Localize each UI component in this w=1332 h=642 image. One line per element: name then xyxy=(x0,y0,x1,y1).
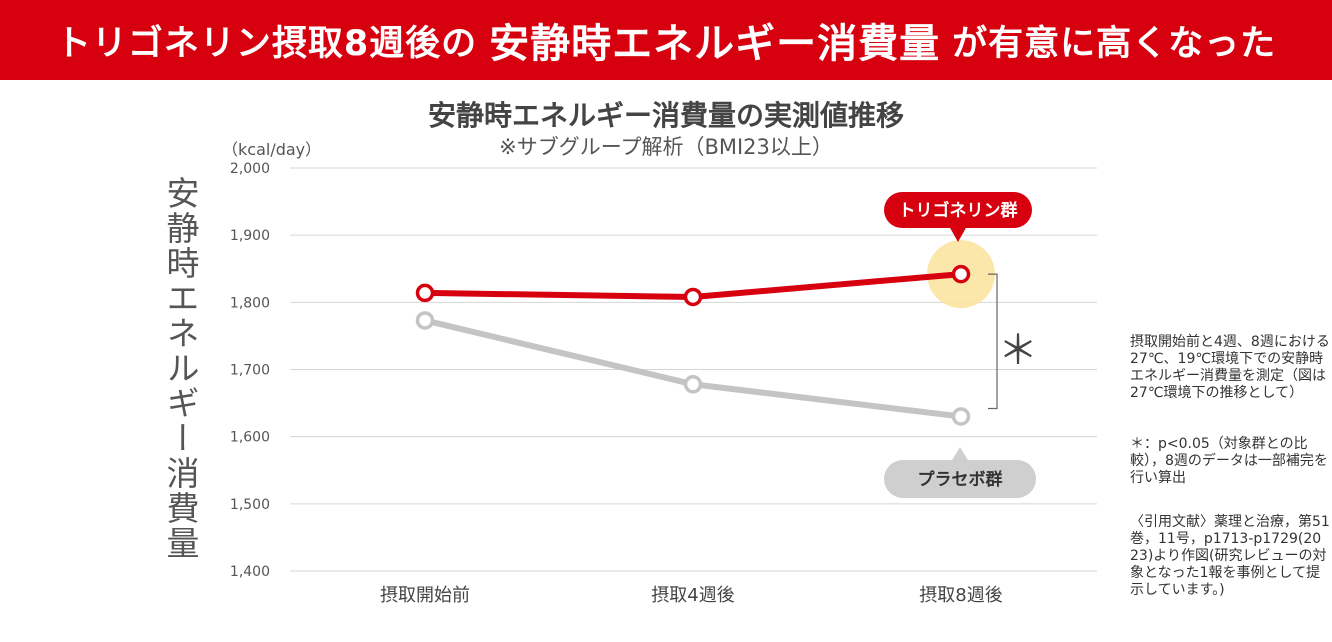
y-tick-label: 2,000 xyxy=(230,161,270,177)
header-title-part2: が有意に高くなった xyxy=(952,23,1277,64)
note-measurement: 摂取開始前と4週、8週における27℃、19℃環境下での安静時エネルギー消費量を測… xyxy=(1130,334,1330,401)
x-tick-label: 摂取開始前 xyxy=(380,585,470,606)
placebo-label: プラセボ群 xyxy=(918,469,1003,490)
trigonelline-point xyxy=(951,264,971,284)
trigonelline-label: トリゴネリン群 xyxy=(899,200,1018,221)
x-tick-label: 摂取4週後 xyxy=(651,585,734,606)
y-tick-label: 1,600 xyxy=(230,430,270,446)
trigonelline-label-pointer xyxy=(949,226,967,242)
trigonelline-label-pill xyxy=(884,192,1032,228)
y-tick-label: 1,900 xyxy=(230,228,270,244)
significance-bracket xyxy=(988,273,998,410)
trigonelline-point xyxy=(683,287,703,307)
trigonelline-point xyxy=(415,283,435,303)
note-citation: 〈引用文献〉薬理と治療，第51巻，11号，p1713-p1729(2023)より… xyxy=(1130,514,1330,598)
placebo-label-pointer xyxy=(951,447,969,462)
chart-subtitle: ※サブグループ解析（BMI23以上） xyxy=(499,135,833,159)
note-significance: ＊：p<0.05（対象群との比較），8週のデータは一部補完を行い算出 xyxy=(1130,436,1328,486)
significance-marker: ＊ xyxy=(998,327,1038,373)
y-tick-label: 1,400 xyxy=(230,564,270,580)
placebo-line xyxy=(422,317,964,420)
y-axis-label: 安静時エネルギー消費量 xyxy=(161,176,200,561)
header-title-highlight: 安静時エネルギー消費量 xyxy=(489,21,941,67)
chart-title: 安静時エネルギー消費量の実測値推移 xyxy=(427,99,904,132)
placebo-point xyxy=(683,375,703,394)
y-axis-unit: （kcal/day） xyxy=(222,140,322,159)
header-banner: トリゴネリン摂取8週後の 安静時エネルギー消費量 が有意に高くなった xyxy=(0,0,1332,80)
x-tick-label: 摂取8週後 xyxy=(919,585,1002,606)
placebo-point xyxy=(415,311,435,330)
placebo-point xyxy=(951,407,971,426)
header-title-part1: トリゴネリン摂取8週後の xyxy=(55,23,478,64)
placebo-label-pill xyxy=(884,460,1036,498)
y-tick-label: 1,700 xyxy=(230,363,270,379)
y-tick-label: 1,800 xyxy=(230,295,270,311)
y-tick-label: 1,500 xyxy=(230,497,270,513)
